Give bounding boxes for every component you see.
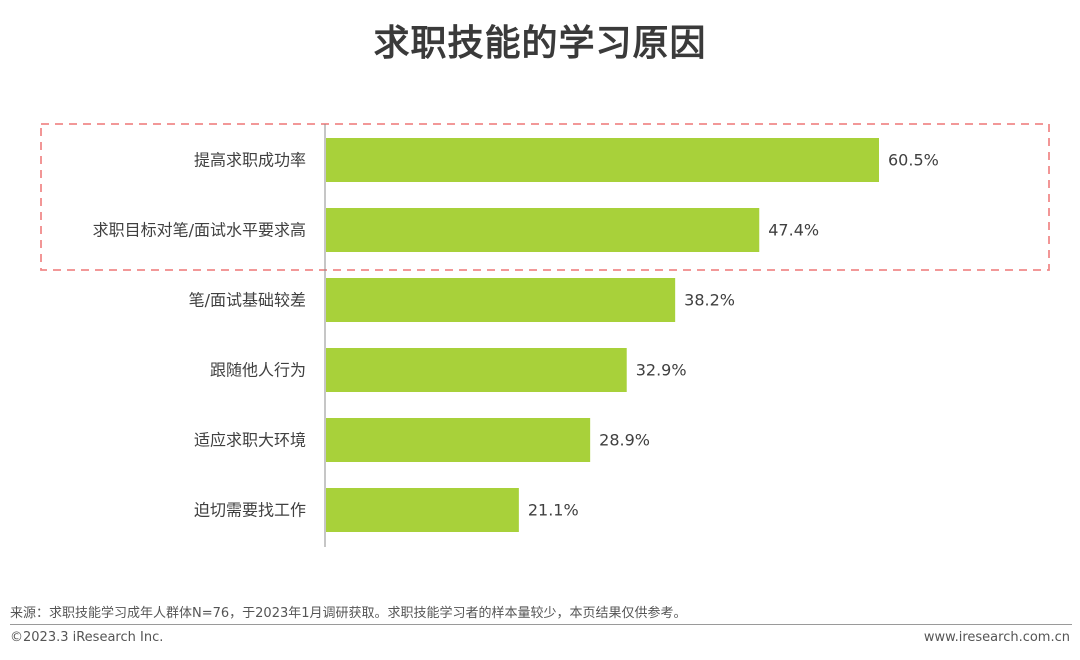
bar	[326, 208, 760, 252]
footer-divider	[10, 624, 1072, 625]
value-label: 47.4%	[768, 221, 819, 240]
chart-title: 求职技能的学习原因	[373, 23, 707, 64]
category-label: 适应求职大环境	[194, 431, 306, 450]
source-footnote: 来源：求职技能学习成年人群体N=76，于2023年1月调研获取。求职技能学习者的…	[10, 606, 687, 621]
bar	[326, 348, 627, 392]
bar	[326, 488, 519, 532]
value-label: 21.1%	[528, 501, 579, 520]
website-link[interactable]: www.iresearch.com.cn	[923, 630, 1070, 645]
category-label: 提高求职成功率	[194, 151, 306, 170]
value-label: 60.5%	[888, 151, 939, 170]
category-label: 跟随他人行为	[210, 361, 306, 380]
category-label: 迫切需要找工作	[194, 501, 306, 520]
bar-chart: 提高求职成功率 60.5% 求职目标对笔/面试水平要求高 47.4% 笔/面试基础较差 3…	[40, 123, 1050, 547]
value-label: 32.9%	[636, 361, 687, 380]
copyright-text: ©2023.3 iResearch Inc.	[10, 630, 164, 645]
bar	[326, 418, 591, 462]
bar	[326, 138, 879, 182]
value-label: 38.2%	[684, 291, 735, 310]
category-label: 笔/面试基础较差	[189, 291, 306, 310]
bar	[326, 278, 676, 322]
value-label: 28.9%	[599, 431, 650, 450]
category-label: 求职目标对笔/面试水平要求高	[93, 221, 306, 240]
highlight-box	[40, 123, 1050, 271]
